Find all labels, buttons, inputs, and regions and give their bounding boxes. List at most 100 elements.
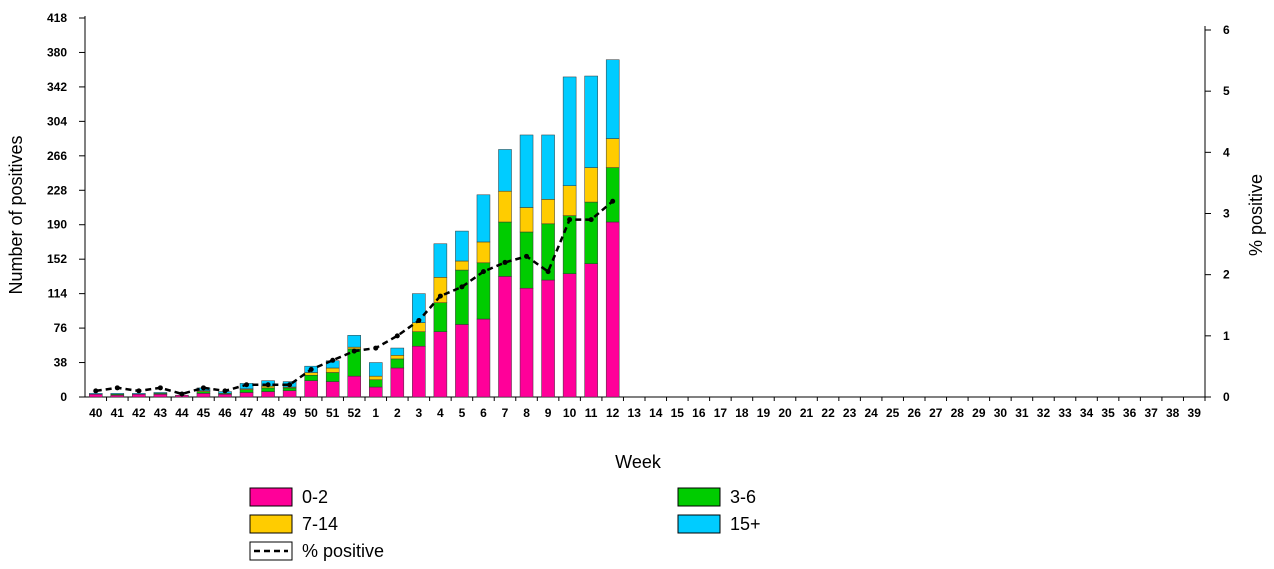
bar-segment [239, 389, 254, 393]
bar-segment [605, 221, 620, 398]
bar-segment [390, 358, 405, 369]
x-tick-label: 29 [972, 406, 986, 420]
x-tick-label: 50 [304, 406, 318, 420]
bar-segment [519, 287, 534, 398]
x-tick-label: 40 [89, 406, 103, 420]
x-tick-label: 35 [1101, 406, 1115, 420]
x-tick-label: 43 [154, 406, 168, 420]
percent-positive-line [93, 198, 616, 397]
y-tick-label: 342 [47, 80, 67, 94]
y2-tick-label: 4 [1223, 145, 1230, 159]
bar-segment [304, 372, 318, 376]
bar-segment [325, 372, 340, 382]
bar-segment [584, 75, 598, 168]
bar-segment [433, 302, 448, 332]
bar-segment [412, 345, 426, 398]
bar-segment [347, 335, 361, 348]
y2-tick-label: 6 [1223, 23, 1230, 37]
bar-segment [325, 367, 340, 373]
x-tick-label: 8 [523, 406, 530, 420]
bar-segment [390, 355, 405, 360]
x-tick-label: 21 [800, 406, 814, 420]
x-tick-label: 10 [563, 406, 577, 420]
bar-segment [282, 390, 297, 398]
bar-segment [498, 276, 512, 398]
bar-segment [347, 375, 361, 398]
percent-positive-point [373, 345, 379, 351]
legend-label: 3-6 [730, 487, 756, 507]
legend-label: 7-14 [302, 514, 338, 534]
bar-segment [412, 331, 426, 347]
bar-segment [455, 324, 469, 398]
x-tick-label: 46 [218, 406, 232, 420]
bar-segment [369, 386, 383, 398]
bar-segment [196, 391, 211, 394]
percent-positive-point [308, 366, 314, 372]
percent-positive-point [437, 293, 443, 299]
x-tick-label: 51 [326, 406, 340, 420]
y-tick-label: 38 [54, 356, 68, 370]
x-tick-label: 17 [714, 406, 728, 420]
y-tick-label: 418 [47, 11, 67, 25]
percent-positive-point [222, 388, 228, 394]
bar-segment [498, 149, 512, 192]
x-tick-label: 4 [437, 406, 444, 420]
bar-segment [476, 194, 491, 243]
percent-positive-point [545, 269, 551, 275]
percent-positive-point [136, 388, 142, 394]
x-tick-label: 33 [1058, 406, 1072, 420]
x-tick-label: 7 [502, 406, 509, 420]
percent-positive-point [287, 382, 293, 388]
bar-segment [153, 392, 168, 394]
bar-segment [433, 243, 448, 278]
bar-segment [433, 331, 448, 398]
bar-segment [304, 380, 318, 398]
x-tick-label: 6 [480, 406, 487, 420]
x-tick-label: 16 [692, 406, 706, 420]
bar-segment [390, 347, 405, 356]
bar-segment [369, 362, 383, 377]
percent-positive-point [502, 259, 508, 265]
bar-segment [476, 318, 491, 398]
percent-positive-point [524, 253, 530, 259]
bar-segment [541, 134, 555, 200]
bar-segment [455, 260, 469, 271]
bar-segment [519, 207, 534, 233]
legend-swatch [677, 514, 721, 534]
x-tick-label: 15 [671, 406, 685, 420]
legend-swatch [249, 514, 293, 534]
y-tick-label: 380 [47, 45, 67, 59]
legend-label: % positive [302, 541, 384, 561]
percent-positive-point [157, 385, 163, 391]
x-tick-label: 18 [735, 406, 749, 420]
x-tick-label: 39 [1188, 406, 1202, 420]
y-tick-label: 76 [54, 321, 68, 335]
y-tick-label: 266 [47, 149, 67, 163]
y2-axis-title: % positive [1246, 174, 1266, 256]
bar-segment [455, 230, 469, 262]
bar-segment [605, 167, 620, 223]
bar-segment [390, 367, 405, 398]
bar-segment [369, 379, 383, 388]
x-tick-label: 9 [545, 406, 552, 420]
x-tick-label: 45 [197, 406, 211, 420]
bar-segment [562, 273, 577, 398]
bar-segment [89, 394, 103, 398]
x-tick-label: 52 [348, 406, 362, 420]
bar-segment [605, 138, 620, 168]
x-tick-label: 20 [778, 406, 792, 420]
percent-positive-point [179, 391, 185, 397]
x-tick-label: 25 [886, 406, 900, 420]
axes [79, 16, 1211, 401]
x-tick-label: 36 [1123, 406, 1137, 420]
bar-segment [153, 394, 168, 398]
percent-positive-point [394, 333, 400, 339]
bar-segment [519, 231, 534, 289]
bar-segment [455, 269, 469, 325]
x-tick-label: 44 [175, 406, 189, 420]
bars [89, 59, 620, 398]
percent-positive-point [610, 198, 616, 204]
y2-tick-label: 1 [1223, 329, 1230, 343]
percent-positive-point [244, 382, 250, 388]
